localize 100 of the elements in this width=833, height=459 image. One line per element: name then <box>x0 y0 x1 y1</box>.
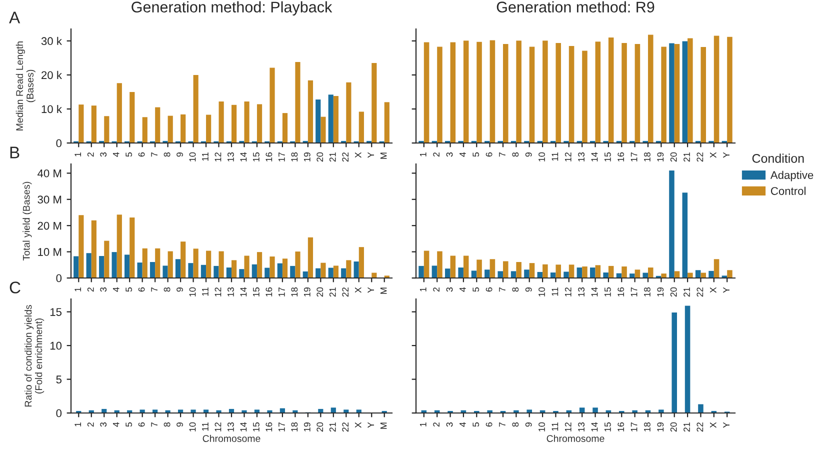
x-tick-label: 21 <box>329 422 336 432</box>
x-tick-label: X <box>710 287 716 293</box>
x-tick-label: 1 <box>74 152 81 156</box>
x-tick-label: 2 <box>433 422 440 427</box>
x-tick-label: 10 <box>538 287 545 296</box>
x-tick-label: 6 <box>486 287 492 292</box>
x-tick-label: 5 <box>472 152 480 157</box>
chart-title: Generation method: Playback <box>132 1 332 16</box>
x-tick-label: 22 <box>696 152 704 162</box>
x-tick-label: 3 <box>446 152 453 157</box>
x-tick-label: 20 <box>670 422 677 432</box>
x-tick-label: 15 <box>253 422 260 432</box>
x-tick-label: 12 <box>214 152 222 162</box>
y-tick-label: 0 <box>56 409 62 418</box>
chart-title: Generation method: R9 <box>496 1 654 12</box>
x-tick-label: 8 <box>512 422 519 427</box>
x-tick-label: 7 <box>499 152 506 157</box>
x-tick-label: 9 <box>525 287 532 292</box>
x-tick-label: M <box>380 288 387 294</box>
x-tick-label: 13 <box>578 422 585 432</box>
x-tick-label: 19 <box>304 152 310 162</box>
x-tick-label: 6 <box>486 422 492 427</box>
x-tick-label: 9 <box>525 152 532 157</box>
x-tick-label: 18 <box>644 287 650 296</box>
text: C <box>10 282 20 294</box>
x-tick-label: 5 <box>126 287 132 292</box>
x-tick-label: 15 <box>253 287 260 296</box>
x-axis-title: Chromosome <box>546 434 604 442</box>
x-tick-label: 18 <box>644 152 650 162</box>
x-tick-label: 18 <box>644 422 650 432</box>
x-tick-label: 14 <box>240 152 247 162</box>
x-tick-label: 22 <box>342 152 348 162</box>
x-tick-label: 10 <box>189 287 196 296</box>
x-tick-label: 12 <box>214 287 222 296</box>
x-tick-label: 21 <box>684 287 690 297</box>
y-axis-title: Total yield (Bases) <box>22 182 32 260</box>
x-tick-label: 4 <box>460 422 466 427</box>
y-tick-label: 15 <box>50 308 62 316</box>
x-tick-label: 11 <box>202 152 208 161</box>
x-tick-label: 13 <box>228 422 234 432</box>
x-tick-label: 5 <box>472 287 480 292</box>
x-tick-label: 14 <box>591 287 598 296</box>
x-tick-label: Y <box>368 287 374 293</box>
x-tick-label: 20 <box>316 422 324 432</box>
y-tick-label: 5 <box>56 376 62 384</box>
y-tick-label: 0 <box>56 274 62 282</box>
x-tick-label: 10 <box>189 422 196 432</box>
x-tick-label: 2 <box>87 152 94 157</box>
x-tick-label: 14 <box>240 287 247 296</box>
y-tick-label: 20 M <box>38 222 62 230</box>
x-tick-label: 20 <box>316 152 324 162</box>
x-tick-label: 8 <box>512 287 519 292</box>
legend-title: Condition <box>752 154 804 163</box>
x-tick-label: 14 <box>240 422 247 432</box>
x-tick-label: Y <box>368 422 374 428</box>
x-tick-label: 16 <box>266 152 272 162</box>
x-tick-label: 2 <box>433 287 440 292</box>
x-tick-label: 1 <box>420 152 426 156</box>
x-tick-label: 21 <box>684 422 690 432</box>
x-tick-label: X <box>710 422 716 428</box>
x-tick-label: 22 <box>696 287 704 297</box>
x-tick-label: 4 <box>112 422 120 427</box>
x-tick-label: 8 <box>164 422 170 427</box>
x-tick-label: 4 <box>112 287 120 292</box>
x-tick-label: 17 <box>278 422 285 432</box>
x-tick-label: 19 <box>304 287 310 296</box>
y-tick-label: 10 k <box>42 104 62 114</box>
x-tick-label: 10 <box>538 152 545 162</box>
x-tick-label: 15 <box>604 422 611 432</box>
x-tick-label: 20 <box>670 152 677 162</box>
y-tick-label: 0 <box>56 139 62 148</box>
x-tick-label: 17 <box>278 152 285 162</box>
x-tick-label: 11 <box>552 422 558 431</box>
x-tick-label: 9 <box>176 152 183 157</box>
y-tick-label: 10 <box>50 342 62 350</box>
y-tick-label: 30 k <box>41 36 62 46</box>
x-tick-label: X <box>355 152 362 158</box>
x-tick-label: 13 <box>228 287 234 296</box>
x-tick-label: Y <box>723 287 730 293</box>
x-tick-label: 6 <box>138 422 145 427</box>
x-tick-label: 7 <box>151 152 158 157</box>
x-tick-label: 7 <box>499 287 506 292</box>
x-tick-label: 1 <box>420 287 426 292</box>
x-tick-label: 12 <box>564 422 572 432</box>
x-tick-label: 1 <box>74 422 81 426</box>
x-tick-label: 10 <box>538 422 545 432</box>
x-tick-label: 20 <box>670 287 677 297</box>
x-tick-label: 11 <box>202 422 208 431</box>
x-tick-label: 11 <box>552 287 558 296</box>
x-tick-label: 17 <box>630 422 638 432</box>
x-tick-label: 6 <box>138 152 145 157</box>
x-tick-label: 8 <box>512 152 519 157</box>
x-tick-label: 22 <box>696 422 704 432</box>
x-tick-label: 4 <box>460 287 466 292</box>
x-tick-label: 5 <box>472 422 480 427</box>
x-tick-label: 9 <box>176 287 183 292</box>
x-tick-label: 20 <box>316 287 324 297</box>
x-tick-label: 21 <box>684 152 690 162</box>
x-tick-label: 18 <box>291 422 298 432</box>
text: A <box>9 12 20 24</box>
